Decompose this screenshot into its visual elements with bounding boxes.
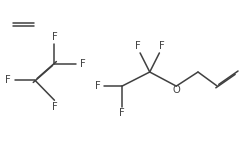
Text: F: F bbox=[5, 75, 11, 86]
Text: O: O bbox=[173, 85, 180, 95]
Text: F: F bbox=[51, 102, 57, 112]
Text: F: F bbox=[51, 32, 57, 42]
Text: F: F bbox=[119, 108, 125, 118]
Text: F: F bbox=[159, 41, 165, 51]
Text: F: F bbox=[94, 81, 100, 91]
Text: F: F bbox=[80, 58, 86, 69]
Text: F: F bbox=[135, 41, 141, 51]
